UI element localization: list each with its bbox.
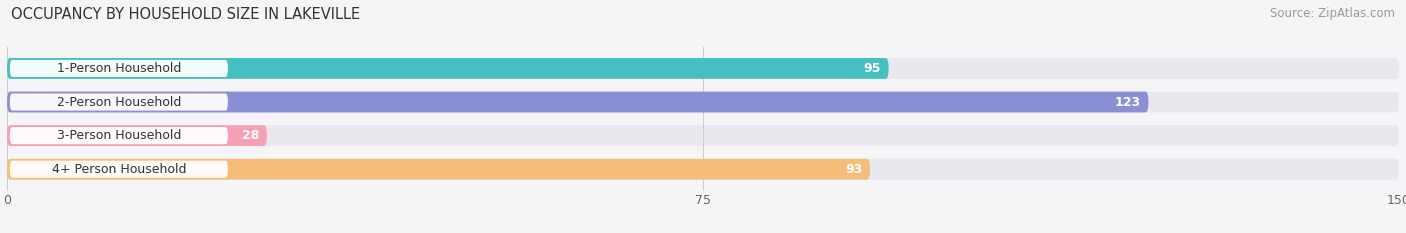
- Text: 93: 93: [845, 163, 863, 176]
- Text: OCCUPANCY BY HOUSEHOLD SIZE IN LAKEVILLE: OCCUPANCY BY HOUSEHOLD SIZE IN LAKEVILLE: [11, 7, 360, 22]
- FancyBboxPatch shape: [10, 93, 228, 111]
- FancyBboxPatch shape: [7, 58, 1399, 79]
- FancyBboxPatch shape: [7, 159, 870, 180]
- FancyBboxPatch shape: [10, 60, 228, 77]
- FancyBboxPatch shape: [7, 125, 1399, 146]
- FancyBboxPatch shape: [10, 161, 228, 178]
- Text: 28: 28: [242, 129, 260, 142]
- Text: Source: ZipAtlas.com: Source: ZipAtlas.com: [1270, 7, 1395, 20]
- FancyBboxPatch shape: [7, 125, 267, 146]
- FancyBboxPatch shape: [10, 127, 228, 144]
- Text: 123: 123: [1115, 96, 1142, 109]
- FancyBboxPatch shape: [7, 58, 889, 79]
- Text: 95: 95: [863, 62, 882, 75]
- Text: 3-Person Household: 3-Person Household: [56, 129, 181, 142]
- Text: 1-Person Household: 1-Person Household: [56, 62, 181, 75]
- Text: 2-Person Household: 2-Person Household: [56, 96, 181, 109]
- FancyBboxPatch shape: [7, 92, 1149, 113]
- FancyBboxPatch shape: [7, 159, 1399, 180]
- FancyBboxPatch shape: [7, 92, 1399, 113]
- Text: 4+ Person Household: 4+ Person Household: [52, 163, 186, 176]
